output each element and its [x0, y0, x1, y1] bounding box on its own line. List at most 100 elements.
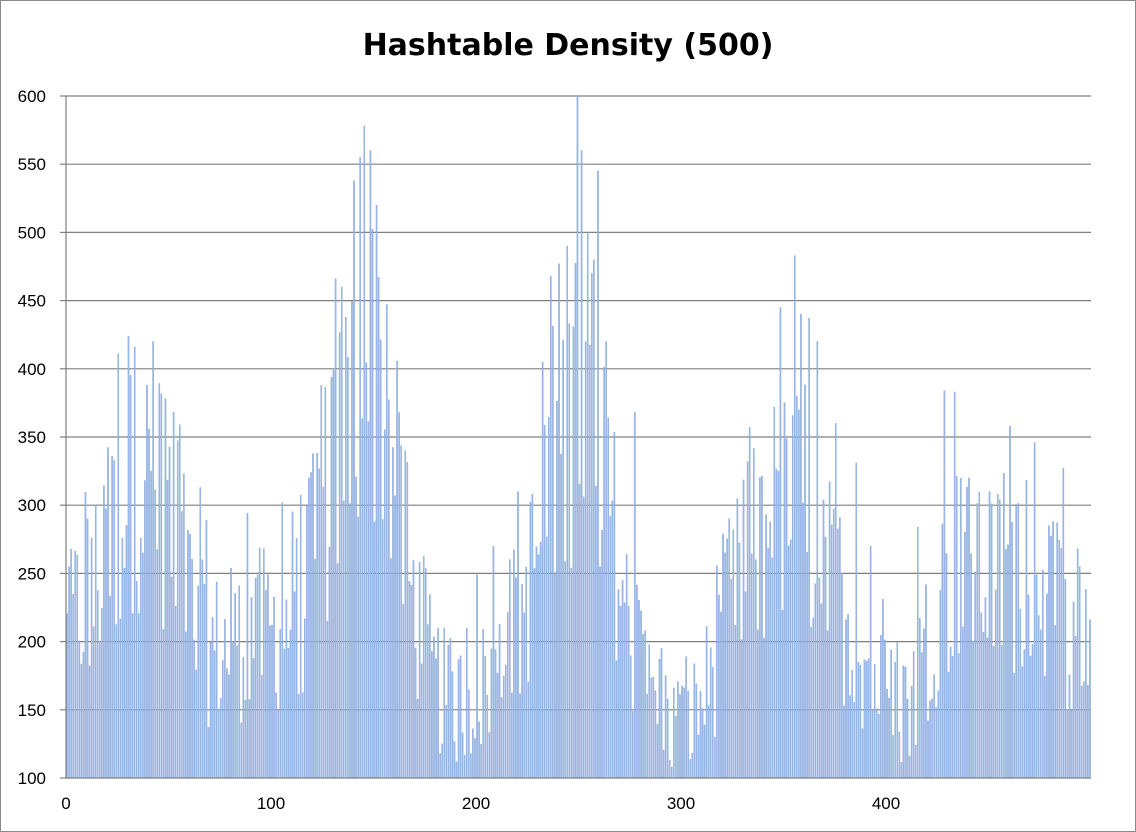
- bar-85: [240, 722, 243, 779]
- bar-200: [476, 574, 478, 779]
- bar-446: [980, 612, 983, 779]
- bar-460: [1009, 425, 1011, 779]
- bar-202: [480, 744, 482, 779]
- bar-134: [340, 286, 343, 779]
- bar-397: [880, 635, 882, 779]
- bar-329: [740, 639, 743, 779]
- bar-366: [816, 341, 819, 779]
- bar-428: [943, 390, 946, 779]
- bar-155: [383, 429, 386, 779]
- bar-461: [1011, 522, 1013, 779]
- bar-181: [437, 628, 439, 779]
- bar-159: [392, 447, 394, 779]
- bar-172: [418, 562, 421, 779]
- bar-3: [72, 594, 74, 779]
- bar-74: [217, 710, 220, 779]
- bar-482: [1054, 625, 1056, 779]
- bar-249: [576, 95, 579, 779]
- bar-429: [945, 553, 948, 779]
- bar-7: [80, 663, 83, 779]
- bar-469: [1027, 594, 1030, 779]
- bar-265: [609, 516, 612, 779]
- bar-10: [86, 518, 89, 779]
- bar-493: [1076, 548, 1079, 779]
- bar-144: [361, 418, 364, 779]
- bar-38: [144, 480, 146, 779]
- bar-478: [1046, 593, 1048, 779]
- bar-290: [660, 648, 663, 779]
- bar-50: [168, 446, 171, 779]
- bar-31: [129, 375, 132, 779]
- bar-476: [1042, 569, 1044, 779]
- bar-310: [701, 708, 704, 779]
- bar-399: [884, 639, 886, 779]
- bar-90: [250, 597, 253, 779]
- bar-347: [777, 471, 780, 779]
- bar-448: [984, 597, 987, 779]
- bar-304: [689, 758, 692, 779]
- bar-236: [550, 275, 552, 779]
- bar-405: [896, 641, 899, 779]
- bar-136: [345, 316, 347, 779]
- axes: [60, 95, 1091, 779]
- bar-97: [265, 590, 267, 779]
- bar-73: [215, 581, 218, 779]
- bar-403: [892, 735, 894, 779]
- bar-36: [140, 537, 142, 779]
- bar-303: [687, 690, 689, 779]
- bar-109: [289, 629, 292, 779]
- bar-408: [902, 665, 905, 779]
- bar-338: [759, 477, 761, 779]
- bar-187: [449, 638, 452, 779]
- bar-311: [703, 724, 706, 779]
- bar-107: [285, 599, 288, 779]
- bar-272: [623, 602, 626, 779]
- bar-201: [478, 721, 480, 779]
- bar-67: [203, 583, 206, 779]
- bar-468: [1025, 480, 1028, 779]
- bar-208: [492, 545, 495, 779]
- bar-385: [855, 462, 858, 779]
- bar-248: [574, 263, 577, 779]
- bar-39: [146, 384, 148, 779]
- bar-389: [863, 659, 866, 779]
- bar-203: [482, 629, 484, 779]
- bar-91: [252, 658, 255, 779]
- bar-359: [802, 502, 804, 779]
- bar-121: [314, 559, 316, 779]
- bar-176: [427, 624, 429, 779]
- bar-164: [402, 603, 405, 779]
- bar-260: [599, 566, 601, 779]
- bar-22: [111, 455, 113, 779]
- bar-378: [841, 573, 843, 779]
- bar-190: [455, 761, 458, 779]
- bar-494: [1078, 566, 1081, 779]
- bar-422: [931, 698, 933, 779]
- bar-367: [818, 577, 821, 779]
- bar-382: [849, 695, 851, 779]
- bar-370: [824, 536, 827, 779]
- bar-141: [355, 476, 357, 779]
- y-tick-label-500: 500: [18, 223, 46, 242]
- bar-456: [1001, 644, 1003, 779]
- bar-443: [974, 571, 976, 779]
- bar-14: [94, 504, 97, 779]
- bar-356: [796, 395, 798, 779]
- bar-250: [578, 483, 581, 779]
- bar-149: [371, 229, 374, 779]
- bar-380: [845, 619, 847, 779]
- bar-171: [416, 698, 419, 779]
- bar-490: [1070, 710, 1073, 779]
- bar-377: [839, 517, 841, 779]
- bar-95: [260, 674, 263, 779]
- bar-184: [443, 627, 446, 779]
- bar-188: [451, 671, 454, 779]
- bar-221: [519, 693, 521, 779]
- bar-315: [711, 667, 714, 779]
- bar-142: [357, 516, 359, 779]
- bar-194: [463, 755, 466, 779]
- bar-357: [798, 409, 800, 779]
- y-tick-label-200: 200: [18, 633, 46, 652]
- bar-467: [1023, 649, 1026, 779]
